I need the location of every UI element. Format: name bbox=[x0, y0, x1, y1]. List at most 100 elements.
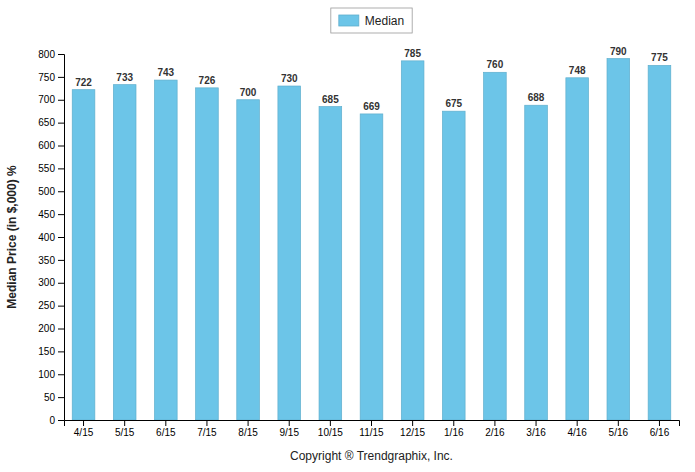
x-tick: 4/15 bbox=[74, 420, 94, 438]
data-label: 785 bbox=[404, 48, 421, 59]
x-tick: 10/15 bbox=[318, 420, 343, 438]
y-tick: 600 bbox=[38, 140, 64, 151]
y-tick-mark bbox=[58, 351, 64, 352]
y-tick: 550 bbox=[38, 163, 64, 174]
y-tick-mark bbox=[58, 306, 64, 307]
y-tick-mark bbox=[58, 374, 64, 375]
bar bbox=[442, 111, 465, 420]
x-tick-label: 11/15 bbox=[359, 427, 384, 438]
y-tick: 650 bbox=[38, 117, 64, 128]
bar bbox=[525, 105, 548, 420]
x-tick-mark bbox=[618, 420, 619, 426]
y-tick-mark bbox=[58, 237, 64, 238]
data-label: 760 bbox=[487, 59, 504, 70]
x-tick-mark bbox=[412, 420, 413, 426]
x-tick-mark bbox=[659, 420, 660, 426]
y-tick-label: 50 bbox=[44, 392, 56, 403]
y-tick-label: 650 bbox=[38, 117, 55, 128]
x-tick-label: 4/15 bbox=[74, 427, 94, 438]
data-label: 775 bbox=[651, 52, 668, 63]
y-tick: 450 bbox=[38, 209, 64, 220]
y-tick: 200 bbox=[38, 323, 64, 334]
y-tick-mark bbox=[58, 168, 64, 169]
y-tick-label: 800 bbox=[38, 49, 55, 60]
legend-swatch bbox=[339, 15, 359, 26]
y-tick: 750 bbox=[38, 72, 64, 83]
y-tick: 350 bbox=[38, 255, 64, 266]
x-tick: 6/16 bbox=[650, 420, 670, 438]
y-tick-mark bbox=[58, 54, 64, 55]
x-tick: 3/16 bbox=[526, 420, 546, 438]
y-axis-line bbox=[58, 55, 65, 421]
x-axis-title: Copyright ® Trendgraphix, Inc. bbox=[290, 449, 453, 463]
y-tick-label: 100 bbox=[38, 369, 55, 380]
y-tick-label: 600 bbox=[38, 140, 55, 151]
x-tick-mark bbox=[289, 420, 290, 426]
bar bbox=[113, 85, 136, 420]
data-label: 675 bbox=[445, 98, 462, 109]
bars bbox=[72, 59, 671, 420]
y-tick-label: 750 bbox=[38, 72, 55, 83]
x-tick-label: 5/15 bbox=[115, 427, 135, 438]
y-tick-label: 350 bbox=[38, 255, 55, 266]
x-tick-mark bbox=[206, 420, 207, 426]
y-tick-mark bbox=[58, 283, 64, 284]
x-axis: 4/155/156/157/158/159/1510/1511/1512/151… bbox=[65, 420, 680, 438]
x-tick-mark bbox=[124, 420, 125, 426]
plot-area: 0501001502002503003504004505005506006507… bbox=[38, 46, 679, 439]
bar bbox=[484, 72, 507, 420]
y-tick: 800 bbox=[38, 49, 64, 60]
bar bbox=[72, 90, 95, 420]
legend: Median bbox=[331, 8, 412, 33]
bar bbox=[237, 100, 260, 420]
y-tick: 700 bbox=[38, 94, 64, 105]
bar bbox=[566, 78, 589, 420]
y-tick: 400 bbox=[38, 232, 64, 243]
y-axis-title: Median Price (in $,000) % bbox=[5, 165, 19, 309]
y-tick-mark bbox=[58, 100, 64, 101]
x-tick-label: 8/15 bbox=[238, 427, 258, 438]
x-tick-label: 6/16 bbox=[650, 427, 670, 438]
data-label: 669 bbox=[363, 101, 380, 112]
y-tick-mark bbox=[58, 146, 64, 147]
data-label: 726 bbox=[199, 75, 216, 86]
y-tick-mark bbox=[58, 397, 64, 398]
x-tick-label: 1/16 bbox=[444, 427, 464, 438]
y-tick-mark bbox=[58, 123, 64, 124]
x-tick-mark bbox=[248, 420, 249, 426]
x-tick-mark bbox=[330, 420, 331, 426]
bar bbox=[278, 86, 301, 420]
y-tick-label: 450 bbox=[38, 209, 55, 220]
data-label: 790 bbox=[610, 46, 627, 57]
x-tick-mark bbox=[371, 420, 372, 426]
y-tick: 50 bbox=[44, 392, 64, 403]
x-tick-label: 4/16 bbox=[567, 427, 587, 438]
data-label: 700 bbox=[240, 87, 257, 98]
bar bbox=[607, 59, 630, 420]
bar bbox=[648, 65, 671, 420]
x-tick-label: 7/15 bbox=[197, 427, 217, 438]
x-tick: 8/15 bbox=[238, 420, 258, 438]
x-tick-mark bbox=[536, 420, 537, 426]
data-label: 722 bbox=[75, 77, 92, 88]
bar bbox=[196, 88, 219, 420]
chart-svg: 0501001502002503003504004505005506006507… bbox=[0, 0, 695, 472]
bar bbox=[155, 80, 178, 420]
x-tick: 9/15 bbox=[279, 420, 299, 438]
bar bbox=[319, 107, 342, 420]
y-tick: 500 bbox=[38, 186, 64, 197]
y-tick-label: 0 bbox=[49, 415, 55, 426]
x-tick-label: 10/15 bbox=[318, 427, 343, 438]
y-tick-label: 700 bbox=[38, 94, 55, 105]
bar bbox=[401, 61, 424, 420]
y-tick-mark bbox=[58, 214, 64, 215]
x-tick: 2/16 bbox=[485, 420, 505, 438]
x-tick-label: 5/16 bbox=[609, 427, 629, 438]
data-label: 688 bbox=[528, 92, 545, 103]
chart-container: 0501001502002503003504004505005506006507… bbox=[0, 0, 695, 472]
y-tick-label: 200 bbox=[38, 323, 55, 334]
x-tick: 7/15 bbox=[197, 420, 217, 438]
y-tick-mark bbox=[58, 329, 64, 330]
x-axis-line bbox=[65, 421, 680, 427]
y-tick: 0 bbox=[49, 415, 64, 426]
